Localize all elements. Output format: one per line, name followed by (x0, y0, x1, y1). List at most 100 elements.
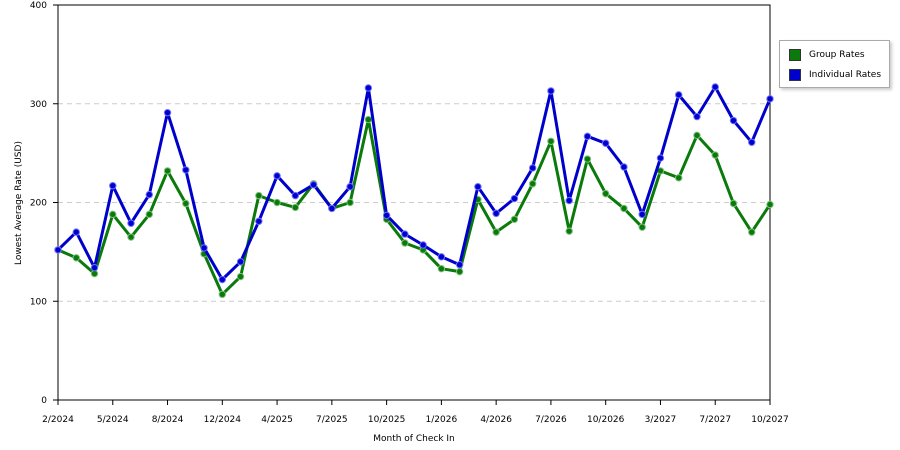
data-point (364, 84, 373, 92)
x-tick-labels: 2/2024 5/2024 8/2024 12/2024 4/2025 7/2025 10/… (42, 415, 789, 425)
legend-swatch-individual (789, 69, 801, 81)
x-tick-label: 10/2025 (368, 415, 405, 425)
series-group-rates (54, 115, 774, 299)
data-point (364, 115, 373, 124)
data-point (291, 191, 300, 200)
data-point (72, 228, 80, 236)
y-tick-label: 100 (30, 297, 47, 307)
data-point (236, 272, 245, 281)
data-point (711, 151, 719, 159)
data-point (72, 254, 80, 262)
data-point (309, 181, 318, 189)
axes (53, 4, 771, 405)
data-point (346, 198, 354, 207)
x-tick-label: 5/2024 (97, 415, 129, 425)
data-point (601, 139, 610, 147)
data-point (656, 154, 665, 162)
data-point (328, 204, 336, 213)
data-point (474, 183, 482, 191)
y-tick-label: 400 (30, 1, 47, 11)
data-point (528, 164, 537, 172)
data-point (291, 203, 300, 212)
data-point (182, 199, 190, 208)
legend-label-individual: Individual Rates (809, 70, 882, 80)
data-point (766, 200, 774, 209)
x-axis-title: Month of Check In (373, 434, 455, 444)
data-point (419, 241, 427, 249)
data-point (565, 196, 573, 205)
data-point (273, 172, 281, 180)
legend-label-group: Group Rates (809, 50, 865, 60)
x-tick-label: 1/2026 (426, 415, 458, 425)
data-point (693, 131, 701, 140)
data-point (145, 190, 153, 199)
x-tick-label: 3/2027 (645, 415, 677, 425)
legend: Group Rates Individual Rates (779, 40, 890, 88)
data-point (675, 91, 683, 99)
data-point (455, 267, 464, 276)
y-tick-label: 200 (30, 199, 47, 209)
legend-swatch-group (789, 49, 801, 61)
series-line (57, 118, 772, 296)
x-tick-label: 7/2026 (535, 415, 567, 425)
series-individual-rates (54, 83, 774, 284)
data-point (766, 95, 774, 103)
y-tick-label: 0 (41, 396, 47, 406)
data-point (492, 228, 500, 236)
series-lines (54, 83, 774, 299)
data-point (638, 210, 646, 219)
data-point (54, 246, 62, 254)
data-point (236, 258, 245, 266)
legend-item-group: Group Rates (789, 49, 865, 61)
data-point (127, 233, 135, 241)
data-point (510, 215, 519, 223)
data-point (547, 137, 555, 145)
x-tick-label: 2/2024 (42, 415, 74, 425)
y-tick-label: 300 (30, 100, 47, 110)
y-tick-labels: 0 100 200 300 400 (30, 1, 47, 406)
data-point (255, 217, 263, 225)
data-point (620, 163, 628, 171)
data-point (729, 116, 738, 125)
x-tick-label: 8/2024 (152, 415, 184, 425)
data-point (382, 211, 391, 220)
data-point (711, 83, 719, 91)
x-tick-label: 10/2027 (751, 415, 788, 425)
data-point (455, 261, 464, 269)
data-point (693, 112, 701, 121)
data-point (675, 174, 683, 182)
y-axis-title: Lowest Average Rate (USD) (14, 141, 24, 265)
data-point (401, 239, 409, 247)
data-point (565, 227, 573, 235)
data-point (748, 138, 756, 146)
data-point (182, 166, 190, 174)
grid-lines (58, 103, 770, 302)
data-point (163, 108, 172, 117)
data-point (90, 263, 99, 272)
data-point (218, 275, 227, 284)
x-tick-label: 7/2025 (316, 415, 348, 425)
data-point (583, 132, 592, 141)
data-point (601, 189, 610, 198)
data-point (346, 183, 354, 191)
data-point (127, 219, 135, 227)
data-point (528, 180, 537, 188)
data-point (145, 210, 153, 219)
legend-item-individual: Individual Rates (789, 69, 881, 81)
data-point (620, 204, 628, 213)
data-point (547, 87, 555, 95)
data-point (638, 223, 646, 231)
x-tick-label: 10/2026 (587, 415, 625, 425)
data-point (748, 228, 756, 236)
data-point (437, 253, 446, 261)
data-point (255, 191, 263, 200)
x-tick-label: 4/2026 (480, 415, 512, 425)
data-point (510, 194, 519, 203)
data-point (583, 155, 592, 163)
data-point (218, 290, 227, 299)
data-point (200, 244, 208, 252)
data-point (492, 209, 500, 218)
data-point (273, 198, 281, 207)
data-point (109, 182, 117, 190)
